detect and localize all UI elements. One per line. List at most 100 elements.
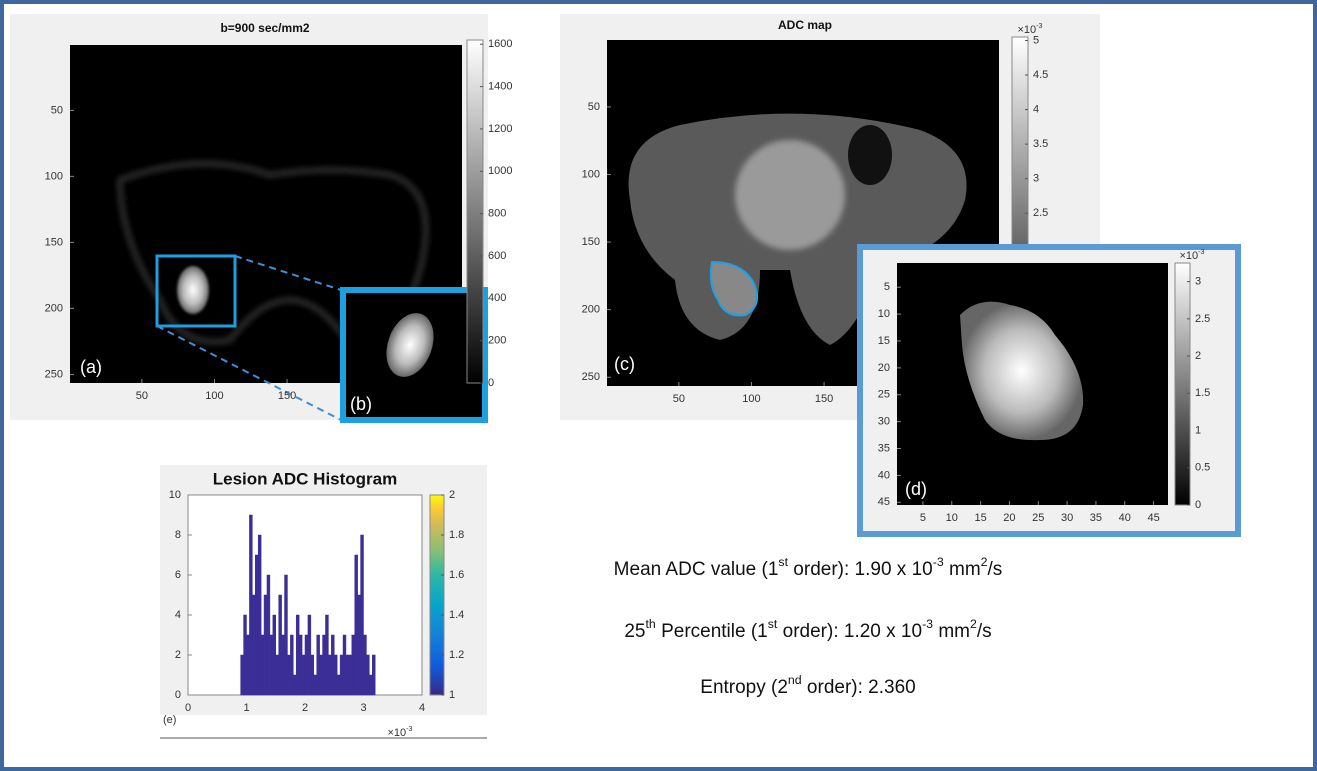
text-part: order): 2.360 xyxy=(802,677,916,698)
bar xyxy=(355,555,358,695)
bar xyxy=(270,635,273,695)
y-tick-label: 5 xyxy=(884,281,890,293)
panel-label: (b) xyxy=(350,394,372,414)
y-tick-label: 35 xyxy=(878,442,890,454)
x-tick-label: 50 xyxy=(673,393,685,405)
panel-label: (c) xyxy=(614,354,635,374)
x-tick-label: 15 xyxy=(974,512,986,524)
text-part: Entropy (2 xyxy=(700,677,788,698)
colorbar-tick-label: 1 xyxy=(1195,424,1201,436)
bar xyxy=(287,655,290,695)
bar xyxy=(299,635,302,695)
bar xyxy=(302,655,305,695)
colorbar-tick-label: 0 xyxy=(1195,499,1201,511)
bar xyxy=(296,615,299,695)
text-part: mm xyxy=(933,621,970,642)
colorbar-tick-label: 3 xyxy=(1195,276,1201,288)
colorbar-tick-label: 0.5 xyxy=(1195,462,1210,474)
colorbar-tick-label: 1.5 xyxy=(1195,387,1210,399)
y-tick-label: 250 xyxy=(45,368,63,380)
x-tick-label: 35 xyxy=(1090,512,1102,524)
y-tick-label: 4 xyxy=(175,609,181,621)
x-tick-label: 3 xyxy=(360,702,366,714)
text-part: -3 xyxy=(406,725,412,733)
bar xyxy=(337,675,340,695)
bar xyxy=(290,635,293,695)
bar xyxy=(314,675,317,695)
y-tick-label: 10 xyxy=(169,489,181,501)
text-part: order): 1.90 x 10 xyxy=(788,559,933,580)
text-part: 25 xyxy=(624,621,645,642)
text-part: /s xyxy=(977,621,992,642)
y-tick-label: 20 xyxy=(878,362,890,374)
colorbar-tick-label: 1.4 xyxy=(449,609,464,621)
colorbar-tick-label: 4.5 xyxy=(1033,69,1048,81)
y-tick-label: 100 xyxy=(582,168,600,180)
text-part: /s xyxy=(988,559,1003,580)
bar xyxy=(346,655,349,695)
x-tick-label: 4 xyxy=(419,702,425,714)
x-tick-label: 20 xyxy=(1003,512,1015,524)
colorbar-tick-label: 1.6 xyxy=(449,569,464,581)
colorbar-tick-label: 1 xyxy=(449,689,455,701)
bar xyxy=(273,615,276,695)
colorbar-tick-label: 3.5 xyxy=(1033,138,1048,150)
panel-label: (a) xyxy=(80,357,102,377)
colorbar-tick-label: 1000 xyxy=(488,165,512,177)
colorbar-tick-label: 5 xyxy=(1033,34,1039,46)
text-part: -3 xyxy=(922,617,933,631)
text-part: ×10 xyxy=(1179,250,1198,262)
y-tick-label: 2 xyxy=(175,649,181,661)
bar xyxy=(244,615,247,695)
text-part: -3 xyxy=(1036,22,1042,30)
text-part: Percentile (1 xyxy=(656,621,768,642)
x-tick-label: 25 xyxy=(1032,512,1044,524)
x-tick-label: 30 xyxy=(1061,512,1073,524)
y-tick-label: 100 xyxy=(45,170,63,182)
bar xyxy=(358,595,361,695)
figure: 5010015050100150200250020040060080010001… xyxy=(0,0,1317,771)
y-tick-label: 30 xyxy=(878,416,890,428)
text-part: Mean ADC value (1 xyxy=(614,559,779,580)
bar xyxy=(282,635,285,695)
colorbar-tick-label: 1200 xyxy=(488,123,512,135)
bar xyxy=(241,655,244,695)
y-tick-label: 45 xyxy=(878,496,890,508)
y-tick-label: 250 xyxy=(582,371,600,383)
y-tick-label: 25 xyxy=(878,389,890,401)
bar xyxy=(352,635,355,695)
colorbar-tick-label: 0 xyxy=(488,377,494,389)
bar xyxy=(293,675,296,695)
colorbar-tick-label: 4 xyxy=(1033,103,1039,115)
y-tick-label: 10 xyxy=(878,308,890,320)
bar xyxy=(285,575,288,695)
x-tick-label: 50 xyxy=(136,390,148,402)
y-tick-label: 40 xyxy=(878,469,890,481)
x-tick-label: 100 xyxy=(742,393,760,405)
bar xyxy=(331,635,334,695)
y-tick-label: 150 xyxy=(582,236,600,248)
text-part: ×10 xyxy=(1017,24,1036,36)
tissue xyxy=(735,140,845,250)
bar xyxy=(361,535,364,695)
colorbar-tick-label: 800 xyxy=(488,208,506,220)
y-tick-label: 6 xyxy=(175,569,181,581)
x-tick-label: 150 xyxy=(278,390,296,402)
colorbar-tick-label: 2 xyxy=(449,489,455,501)
text-part: -3 xyxy=(1198,248,1204,256)
text-part: nd xyxy=(788,673,802,687)
bar xyxy=(349,655,352,695)
y-tick-label: 200 xyxy=(582,304,600,316)
panel-title: b=900 sec/mm2 xyxy=(220,21,309,35)
x-tick-label: 40 xyxy=(1119,512,1131,524)
panel-label: (e) xyxy=(163,714,176,726)
x-tick-label: 0 xyxy=(185,702,191,714)
bar xyxy=(364,635,367,695)
x-tick-label: 2 xyxy=(302,702,308,714)
colorbar-tick-label: 1600 xyxy=(488,38,512,50)
x-tick-label: 5 xyxy=(920,512,926,524)
bar xyxy=(325,615,328,695)
y-tick-label: 150 xyxy=(45,236,63,248)
colorbar-tick-label: 1.8 xyxy=(449,529,464,541)
colorbar-tick-label: 2.5 xyxy=(1033,207,1048,219)
